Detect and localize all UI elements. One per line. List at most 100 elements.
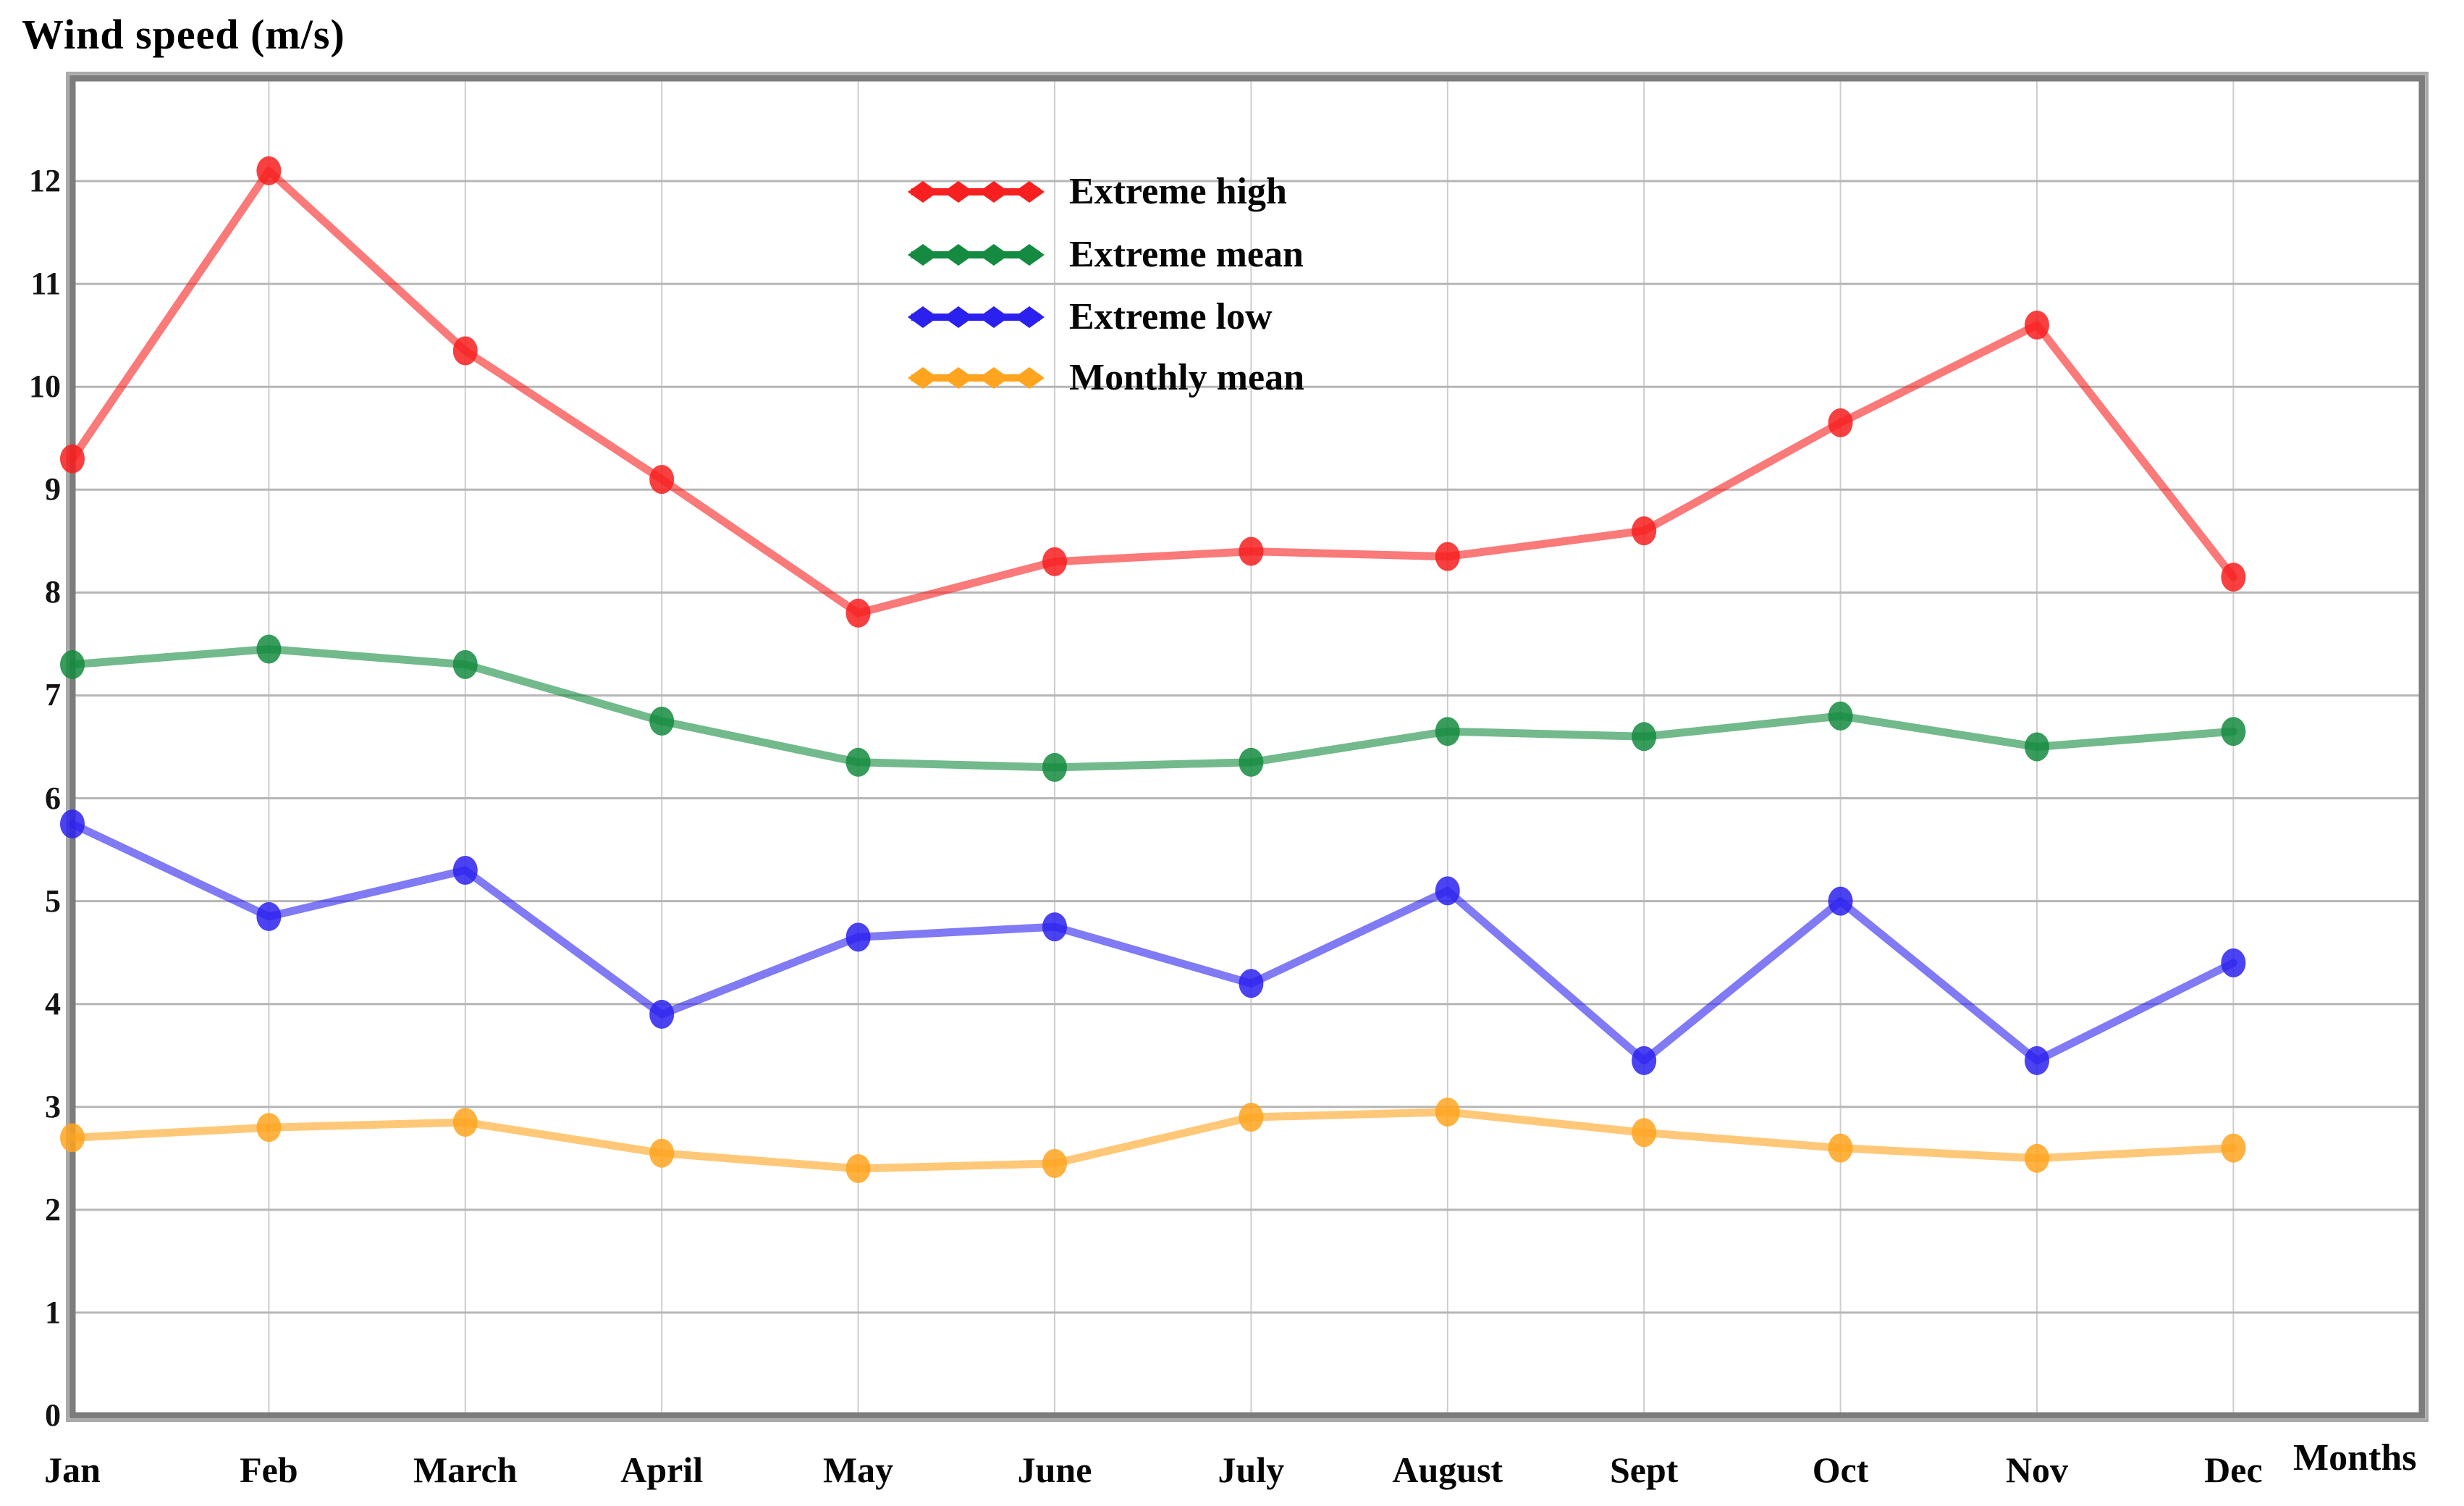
data-point xyxy=(1239,969,1264,998)
legend-diamond-marker-icon xyxy=(979,306,1009,328)
legend-diamond-marker-icon xyxy=(943,244,974,266)
y-tick-label: 7 xyxy=(45,677,61,713)
data-point xyxy=(2221,1133,2246,1163)
y-tick-label: 6 xyxy=(45,780,61,816)
legend-diamond-marker-icon xyxy=(979,367,1009,389)
legend-item: Extreme mean xyxy=(907,232,1304,278)
data-point xyxy=(649,999,675,1029)
data-point xyxy=(649,465,675,495)
y-tick-label: 3 xyxy=(45,1088,61,1124)
data-point xyxy=(2221,563,2246,592)
data-point xyxy=(2221,717,2246,746)
y-tick-label: 4 xyxy=(45,985,61,1022)
x-month-label: June xyxy=(1017,1450,1092,1490)
data-point xyxy=(256,156,282,185)
data-point xyxy=(2025,310,2049,340)
legend-line-sample-icon xyxy=(908,367,1045,389)
y-tick-label: 0 xyxy=(45,1397,61,1433)
legend-item: Extreme high xyxy=(907,169,1287,215)
x-month-label: July xyxy=(1218,1450,1285,1490)
data-point xyxy=(2025,1143,2049,1173)
legend-label: Extreme high xyxy=(1069,171,1287,212)
data-point xyxy=(1435,876,1460,906)
legend-diamond-marker-icon xyxy=(908,244,938,266)
legend-diamond-marker-icon xyxy=(1014,244,1045,266)
legend-label: Monthly mean xyxy=(1069,357,1304,398)
x-month-label: April xyxy=(620,1450,704,1490)
data-point xyxy=(1435,1097,1460,1127)
data-point xyxy=(1239,747,1264,777)
data-point xyxy=(60,649,85,679)
legend-item: Monthly mean xyxy=(907,355,1304,401)
legend-diamond-marker-icon xyxy=(943,181,974,203)
data-point xyxy=(1042,547,1067,576)
data-point xyxy=(845,1154,871,1184)
y-tick-label: 8 xyxy=(45,574,61,610)
data-point xyxy=(256,901,282,931)
data-point xyxy=(1239,537,1264,566)
x-month-label: Sept xyxy=(1609,1450,1679,1490)
legend-line-sample-icon xyxy=(908,244,1045,266)
data-point xyxy=(1632,722,1657,752)
data-point xyxy=(452,649,478,679)
legend-diamond-marker-icon xyxy=(979,181,1009,203)
legend-diamond-marker-icon xyxy=(943,306,974,328)
legend-diamond-marker-icon xyxy=(943,367,974,389)
x-month-label: Oct xyxy=(1812,1450,1869,1490)
data-point xyxy=(845,922,871,952)
x-month-label: March xyxy=(413,1450,518,1490)
data-point xyxy=(2025,1046,2049,1075)
data-point xyxy=(1828,886,1853,916)
data-point xyxy=(1632,1118,1657,1148)
y-tick-label: 9 xyxy=(45,471,61,508)
data-point xyxy=(60,809,85,839)
series-line-extreme-mean xyxy=(68,645,2237,772)
legend-diamond-marker-icon xyxy=(1014,306,1045,328)
data-point xyxy=(1435,717,1460,746)
data-point xyxy=(845,747,871,777)
data-point xyxy=(1239,1102,1264,1132)
legend-diamond-marker-icon xyxy=(908,367,938,389)
data-point xyxy=(60,444,85,474)
series-line-extreme-low xyxy=(68,820,2237,1065)
y-tick-label: 10 xyxy=(29,369,61,405)
data-point xyxy=(256,1113,282,1143)
legend-diamond-marker-icon xyxy=(908,306,938,328)
data-point xyxy=(1042,752,1067,782)
x-month-label: August xyxy=(1392,1450,1503,1490)
legend-label: Extreme mean xyxy=(1069,234,1304,275)
legend-item: Extreme low xyxy=(907,294,1273,340)
x-month-label: Feb xyxy=(240,1450,298,1490)
y-tick-label: 2 xyxy=(45,1191,61,1227)
legend-label: Extreme low xyxy=(1069,296,1273,337)
data-point xyxy=(649,706,675,736)
data-point xyxy=(1435,542,1460,571)
data-point xyxy=(60,1123,85,1153)
x-month-label: May xyxy=(822,1450,894,1490)
y-tick-label: 5 xyxy=(45,883,61,919)
series-line-extreme-high xyxy=(68,167,2237,618)
chart-title: Wind speed (m/s) xyxy=(22,11,345,58)
data-point xyxy=(845,598,871,628)
legend-diamond-marker-icon xyxy=(979,244,1009,266)
legend-diamond-marker-icon xyxy=(1014,181,1045,203)
data-point xyxy=(1828,1133,1853,1163)
plot-frame xyxy=(69,75,2426,1419)
data-point xyxy=(452,855,478,885)
data-point xyxy=(1828,701,1853,731)
x-month-label: Dec xyxy=(2204,1450,2263,1490)
x-month-label: Jan xyxy=(44,1450,101,1490)
data-point xyxy=(1632,516,1657,546)
legend-line-sample-icon xyxy=(908,306,1045,328)
x-axis-title: Months xyxy=(2293,1437,2417,1478)
data-point xyxy=(452,1108,478,1137)
data-point xyxy=(1042,1148,1067,1178)
data-point xyxy=(1632,1046,1657,1075)
data-point xyxy=(256,634,282,664)
data-point xyxy=(1828,408,1853,437)
y-tick-label: 11 xyxy=(30,266,61,302)
legend-diamond-marker-icon xyxy=(908,181,938,203)
plot-frame-outer xyxy=(66,72,2429,1422)
